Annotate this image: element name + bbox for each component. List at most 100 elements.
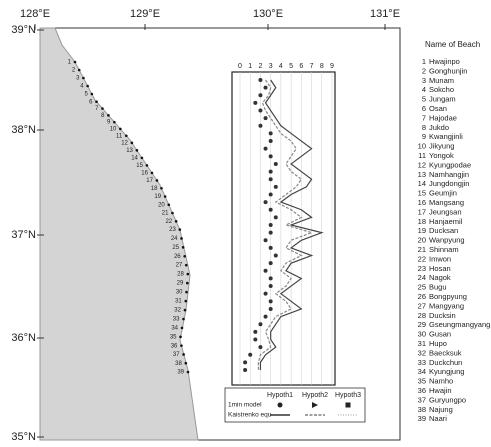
inset-point [253,337,258,342]
list-name: Bugu [429,283,447,292]
list-name: Kyungjung [429,367,464,376]
inset-point [268,299,273,304]
inset-point [268,245,273,250]
list-name: Namhangjin [429,170,469,179]
beach-number: 18 [151,186,158,192]
beach-dot [167,203,171,207]
beach-dot [186,272,190,276]
beach-number: 22 [165,219,172,225]
legend-row: 1min model [228,402,262,409]
beach-number: 39 [177,370,184,376]
beach-number: 2 [72,68,76,74]
beach-number: 30 [176,290,183,296]
list-name: Mangsang [429,198,464,207]
beach-dot [107,114,110,117]
beach-dot [182,317,185,321]
inset-point [273,184,278,189]
inset-point [258,93,263,98]
list-number: 31 [418,339,426,348]
beach-dot [135,149,139,152]
inset-point [268,223,273,227]
legend-column: Hypoth3 [335,392,361,399]
list-number: 37 [418,395,426,404]
lat-label: 39°N [11,24,36,36]
beach-number: 13 [126,148,133,154]
beach-dot [180,237,183,240]
beach-number: 37 [173,352,180,358]
beach-number: 25 [172,245,179,251]
beach-number: 1 [68,60,72,66]
inset-point [263,268,268,273]
inset-point [268,192,273,197]
list-number: 23 [418,264,426,273]
inset-tick-label: 8 [320,63,324,70]
list-number: 5 [422,95,426,104]
list-name: Bongpyung [429,292,467,301]
list-name: Wanpyung [429,236,465,245]
lat-label: 38°N [11,124,36,136]
beach-number: 19 [154,194,161,200]
beach-number: 6 [89,99,93,105]
beach-dot [186,281,189,285]
inset-point [268,154,273,159]
legend-circle [277,402,283,408]
inset-point [258,123,263,128]
legend-row: Kaistrenko equ [228,412,272,419]
list-name: Hosan [429,264,451,273]
lat-label: 37°N [11,229,36,241]
beach-number: 32 [174,308,181,314]
list-number: 20 [418,236,426,245]
beach-dot [184,361,188,365]
lat-label: 36°N [11,332,36,344]
list-name: Baecksuk [429,348,462,357]
beach-number: 35 [170,334,177,340]
inset-point [248,352,253,357]
inset-point [268,276,273,281]
list-number: 29 [418,320,426,329]
list-name: Kyungpodae [429,160,471,169]
inset-tick-label: 2 [258,63,262,70]
inset-point [263,116,268,121]
beach-dot [178,228,182,231]
legend-box [224,387,366,423]
beach-dot [101,107,104,110]
beach-dot [184,299,188,303]
inset-point [268,230,273,235]
beach-number: 5 [85,92,89,98]
legend-triangle [312,402,318,408]
inset-point [253,329,258,334]
list-name: Geumjin [429,189,457,198]
beach-dot [180,344,183,347]
inset-point [268,139,273,144]
list-number: 16 [418,198,426,207]
beach-number: 14 [131,155,138,161]
beach-number: 31 [175,299,182,305]
list-name: Duckchun [429,358,462,367]
list-name: Jukdo [429,123,449,132]
inset-point [263,314,268,319]
list-number: 38 [418,405,426,414]
beach-number: 34 [171,326,178,332]
inset-tick-label: 6 [299,63,303,70]
beach-number: 28 [177,272,184,278]
beach-number: 7 [95,106,99,112]
list-name: Ducksan [429,226,458,235]
inset-point [258,322,263,327]
list-number: 30 [418,330,426,339]
list-number: 21 [418,245,426,254]
beach-number: 20 [158,202,165,208]
inset-point [263,291,268,296]
inset-tick-label: 5 [289,63,293,70]
beach-dot [145,164,149,167]
list-number: 11 [418,151,426,160]
beach-number: 23 [169,227,176,233]
list-name: Gonghunjin [429,66,467,75]
list-number: 14 [418,179,426,188]
list-name: Hajodae [429,113,457,122]
beach-number: 15 [136,163,143,169]
beach-dot [179,335,182,339]
list-name: Gseungmangyang [429,320,490,329]
list-number: 1 [422,57,426,66]
list-name: Naari [429,414,447,423]
